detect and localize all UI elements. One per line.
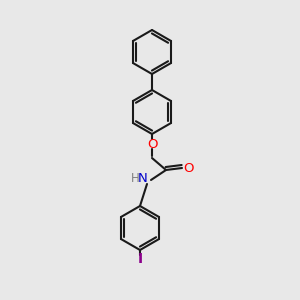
Text: H: H: [130, 172, 140, 185]
Text: I: I: [137, 252, 142, 266]
Text: O: O: [147, 137, 157, 151]
Text: N: N: [138, 172, 148, 185]
Text: O: O: [184, 161, 194, 175]
